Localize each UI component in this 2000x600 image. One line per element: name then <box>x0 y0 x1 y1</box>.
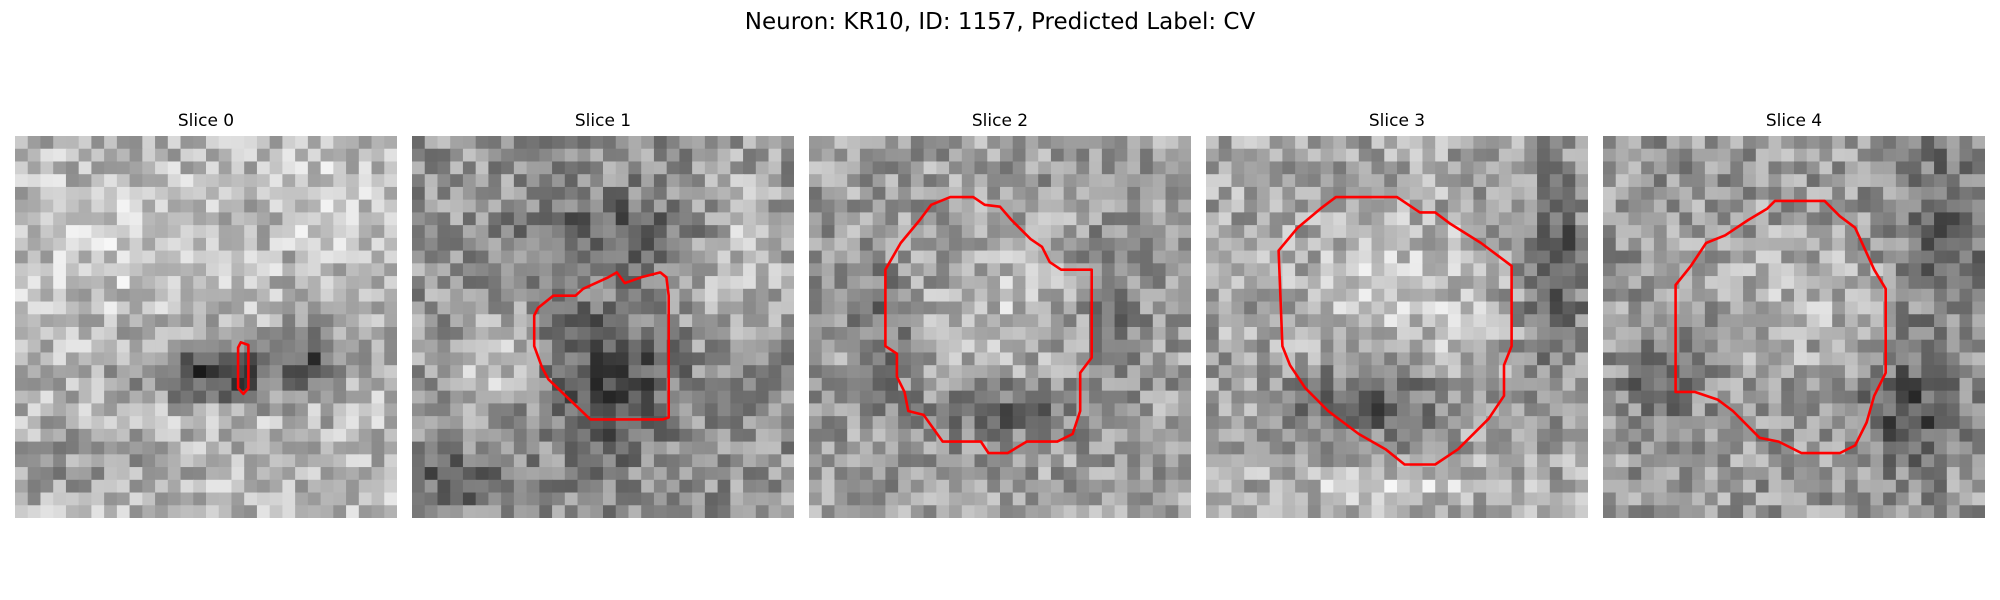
slice-3-image <box>1206 136 1588 518</box>
pixel-grid <box>15 136 397 518</box>
roi-contour <box>1277 195 1513 466</box>
pixel-grid <box>1603 136 1985 518</box>
slice-0-image <box>15 136 397 518</box>
slice-2-image <box>809 136 1191 518</box>
slice-2-panel: Slice 2 <box>809 110 1191 518</box>
slice-0-panel: Slice 0 <box>15 110 397 518</box>
roi-contour <box>532 271 671 421</box>
figure-title: Neuron: KR10, ID: 1157, Predicted Label:… <box>744 9 1256 35</box>
slice-3-panel: Slice 3 <box>1206 110 1588 518</box>
roi-contour <box>1674 199 1888 455</box>
slice-3-title: Slice 3 <box>1368 111 1426 131</box>
pixel-grid <box>809 136 1191 518</box>
slice-2-title: Slice 2 <box>971 111 1029 131</box>
slice-1-panel: Slice 1 <box>412 110 794 518</box>
slice-0-title: Slice 0 <box>177 111 235 131</box>
roi-contour <box>236 341 250 396</box>
slice-1-title: Slice 1 <box>574 111 632 131</box>
slice-1-image <box>412 136 794 518</box>
slice-4-panel: Slice 4 <box>1603 110 1985 518</box>
pixel-grid <box>412 136 794 518</box>
slice-4-image <box>1603 136 1985 518</box>
roi-contour <box>884 195 1094 455</box>
slice-4-title: Slice 4 <box>1765 111 1823 131</box>
pixel-grid <box>1206 136 1588 518</box>
